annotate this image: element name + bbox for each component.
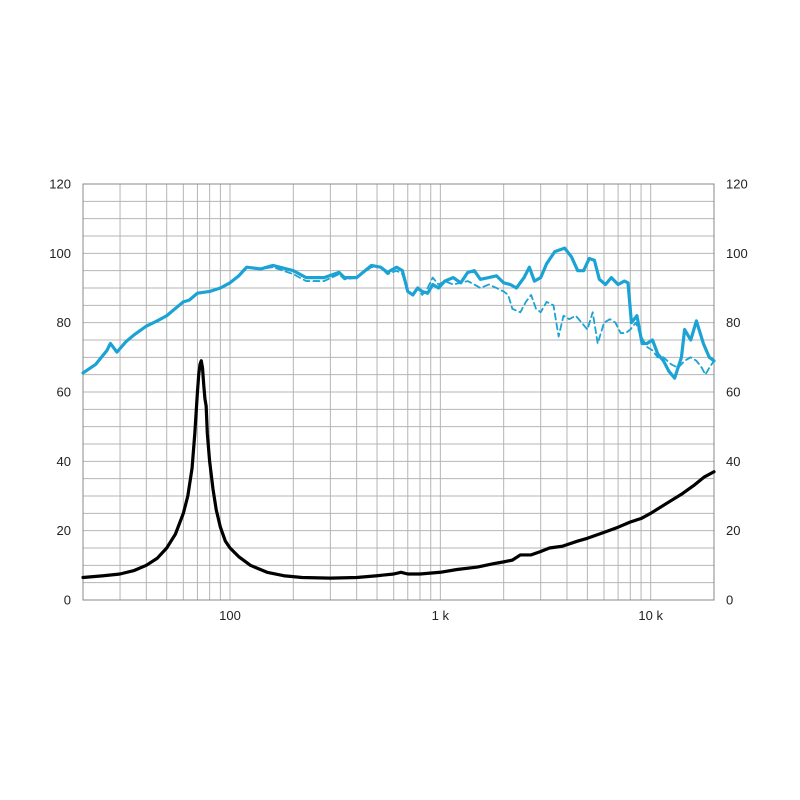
y-tick-label-right: 20	[726, 523, 740, 538]
y-tick-label-left: 40	[57, 454, 71, 469]
y-tick-label-left: 60	[57, 385, 71, 400]
x-tick-label: 100	[219, 608, 241, 623]
y-tick-label-right: 80	[726, 315, 740, 330]
y-tick-label-left: 120	[49, 177, 71, 192]
y-tick-label-left: 100	[49, 246, 71, 261]
y-tick-label-left: 80	[57, 315, 71, 330]
y-tick-label-right: 120	[726, 177, 748, 192]
y-tick-label-right: 0	[726, 593, 733, 608]
series-lines	[81, 246, 716, 580]
grid-lines	[83, 184, 714, 600]
plot-frame	[82, 183, 715, 601]
y-tick-label-left: 20	[57, 523, 71, 538]
x-tick-label: 1 k	[432, 608, 450, 623]
y-tick-label-right: 40	[726, 454, 740, 469]
y-tick-label-left: 0	[64, 593, 71, 608]
y-tick-label-right: 60	[726, 385, 740, 400]
series-line-2	[82, 266, 715, 376]
tick-labels: 0 0 20 20 40 40 60 60 80 80 100 100 120 120 100 1 k 10 k	[49, 177, 747, 624]
y-tick-label-right: 100	[726, 246, 748, 261]
series-line-3	[81, 359, 716, 580]
x-tick-label: 10 k	[638, 608, 663, 623]
